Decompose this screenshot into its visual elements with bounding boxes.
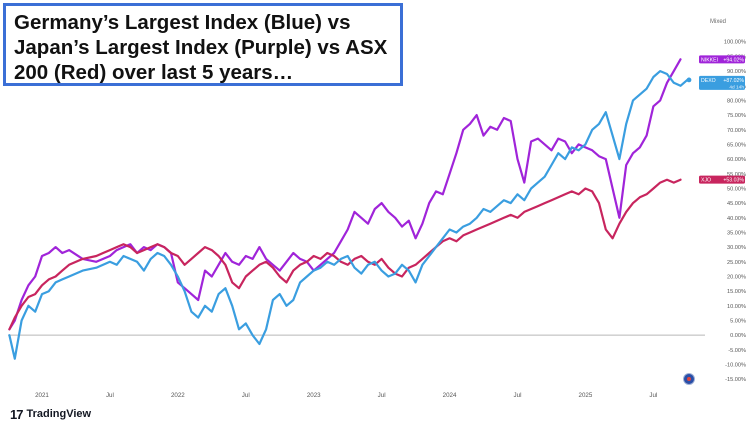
y-tick-label: 80.00% (727, 98, 746, 104)
y-tick-label: -10.00% (725, 363, 746, 369)
y-tick-label: 90.00% (727, 69, 746, 75)
series-badge-bg (699, 75, 745, 90)
series-badge-name: XJO (701, 178, 711, 184)
series-badge-name: NIKKEI (701, 57, 718, 63)
y-tick-label: 70.00% (727, 128, 746, 134)
chart-settings-icon[interactable] (683, 373, 695, 385)
x-tick-label: 2025 (579, 392, 593, 399)
x-tick-label: Jul (378, 392, 386, 399)
series-badge-name: DEXO (701, 78, 716, 84)
x-tick-label: 2024 (443, 392, 457, 399)
y-tick-label: 45.00% (727, 201, 746, 207)
x-tick-label: 2021 (35, 392, 49, 399)
y-tick-label: 75.00% (727, 113, 746, 119)
chart-title-line-3: 200 (Red) over last 5 years… (14, 61, 294, 84)
scale-mode-label[interactable]: Mixed (710, 19, 727, 25)
series-badge-value: +87.02% (723, 78, 744, 84)
y-tick-label: 15.00% (727, 289, 746, 295)
y-tick-label: -5.00% (728, 348, 746, 354)
series-badge-countdown: 4d 14h (729, 84, 744, 90)
series-badge-nikkei[interactable]: NIKKEI +94.02% (699, 55, 745, 64)
series-badge-value: +53.03% (723, 178, 744, 184)
y-tick-label: 5.00% (730, 319, 746, 325)
chart-title-line-1: Germany’s Largest Index (Blue) vs (14, 11, 351, 34)
y-tick-label: 65.00% (727, 142, 746, 148)
y-tick-label: 100.00% (724, 40, 746, 46)
x-tick-label: Jul (514, 392, 522, 399)
series-badge-dexo[interactable]: DEXO +87.02%4d 14h (686, 75, 745, 91)
x-tick-label: 2023 (307, 392, 321, 399)
y-tick-label: 20.00% (727, 274, 746, 280)
title-box: Germany’s Largest Index (Blue) vs Japan’… (3, 3, 403, 86)
series-line-dexo[interactable] (8, 69, 689, 360)
y-tick-label: 50.00% (727, 186, 746, 192)
y-tick-label: 60.00% (727, 157, 746, 163)
y-tick-label: 10.00% (727, 304, 746, 310)
series-last-point (686, 77, 692, 83)
y-tick-label: 55.00% (727, 172, 746, 178)
x-tick-label: Jul (106, 392, 114, 399)
y-tick-label: 30.00% (727, 245, 746, 251)
tradingview-logo[interactable]: 17 TradingView (10, 406, 91, 422)
series-badge-bg (699, 175, 745, 184)
series-badge-bg (699, 55, 745, 64)
chart-title-line-2: Japan’s Largest Index (Purple) vs ASX (14, 36, 388, 59)
y-tick-label: -15.00% (725, 377, 746, 383)
tradingview-logo-text: TradingView (26, 408, 92, 420)
x-tick-label: Jul (242, 392, 250, 399)
x-tick-label: 2022 (171, 392, 185, 399)
series-badge-value: +94.02% (723, 57, 744, 63)
tradingview-logo-icon: 17 (10, 406, 24, 422)
series-badge-xjo[interactable]: XJO +53.03% (699, 175, 745, 184)
y-tick-label: 40.00% (727, 216, 746, 222)
x-tick-label: Jul (649, 392, 657, 399)
y-tick-label: 25.00% (727, 260, 746, 266)
y-tick-label: 35.00% (727, 230, 746, 236)
y-tick-label: 0.00% (730, 333, 746, 339)
